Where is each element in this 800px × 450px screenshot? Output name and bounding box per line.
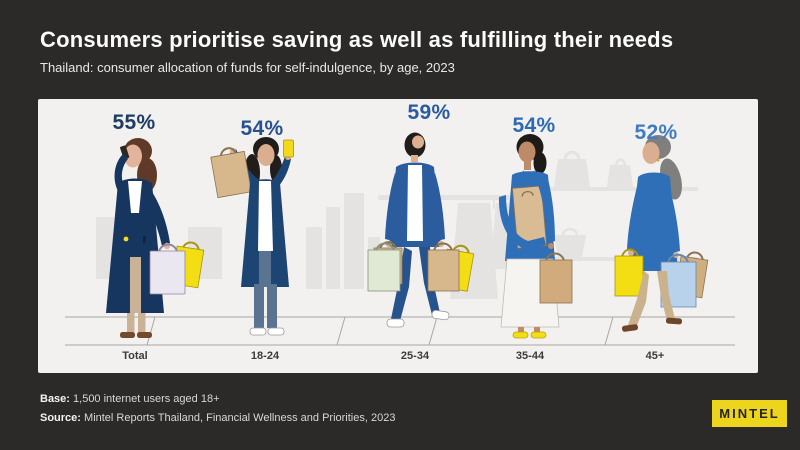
earring [656,158,660,162]
shoes [120,332,135,338]
figure-25-34-bearded-man [367,132,475,328]
purse-icon [554,235,586,257]
shopping-bag-tan [210,147,252,199]
smartphone-icon [120,145,130,160]
paper-parcel [512,185,547,249]
category-label-total: Total [122,350,148,362]
figure-total-woman-on-phone [106,138,205,338]
coat [106,178,164,313]
source-note: Source: Mintel Reports Thailand, Financi… [40,412,396,424]
shopping-bag-lavender [149,243,186,295]
face [124,144,142,168]
category-label-25-34: 25-34 [400,350,430,362]
sneakers [249,327,267,336]
tote-bag-icon [554,159,590,187]
hugging-arm [498,195,546,250]
shopping-bag-tan [539,252,573,304]
shopping-bag-tan [427,242,460,292]
shoppers-illustration [65,132,735,346]
value-label-25-34: 59% [407,101,451,124]
category-label-45plus: 45+ [645,350,665,362]
shopping-bag-yellow [614,248,644,297]
shopping-bag-green [367,242,401,292]
face [642,142,660,164]
smartphone-icon [283,139,294,158]
figure-45plus-older-woman [614,135,709,332]
footnotes: Base: 1,500 internet users aged 18+ Sour… [40,390,395,428]
trousers [628,271,649,328]
value-label-total: 55% [112,111,156,134]
coat-button [123,236,129,242]
value-label-35-44: 54% [512,114,556,137]
value-label-45plus: 52% [634,121,678,144]
shoes [512,331,529,339]
face [518,141,536,163]
face [257,144,275,166]
arm-holding-phone [114,154,128,191]
category-label-35-44: 35-44 [515,350,545,362]
shoes [621,324,639,332]
shelf-icon [543,187,698,191]
figure-18-24-woman-selfie [210,137,294,336]
mintel-logo: MINTEL [712,400,787,427]
page-subtitle: Thailand: consumer allocation of funds f… [40,60,455,75]
face [412,135,424,149]
chart-panel: 55% 54% 59% 54% 52% Total 18-24 25-34 35… [38,99,758,373]
value-label-18-24: 54% [240,117,284,140]
page-title: Consumers prioritise saving as well as f… [40,27,674,52]
base-note: Base: 1,500 internet users aged 18+ [40,393,220,405]
figure-35-44-woman-with-parcel [498,134,573,339]
sneakers [386,318,405,328]
category-label-18-24: 18-24 [250,350,280,362]
